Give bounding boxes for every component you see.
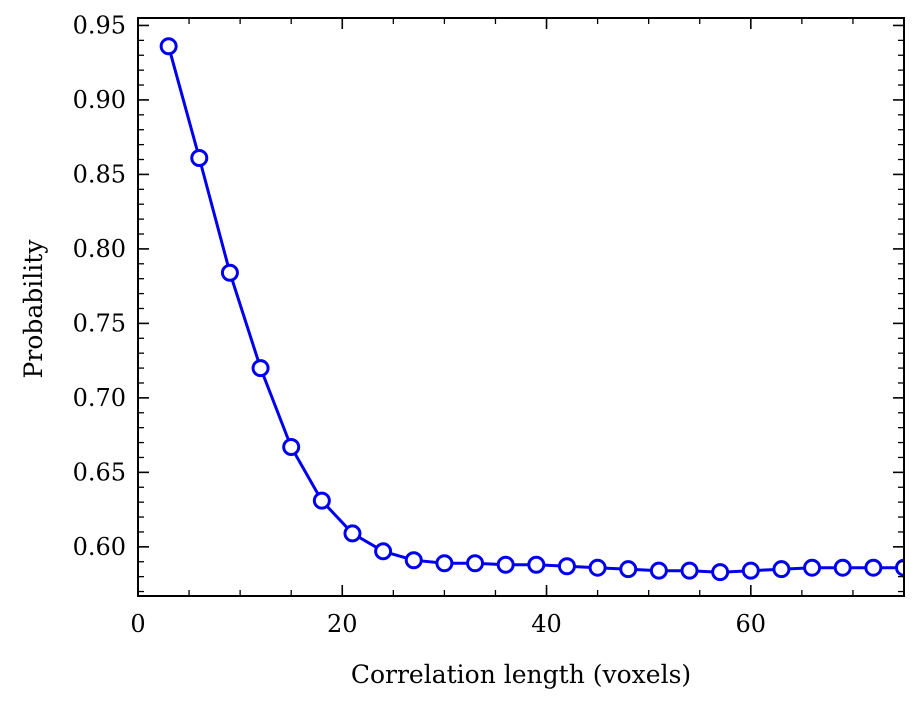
y-axis-label: Probability xyxy=(19,239,48,379)
data-point-marker xyxy=(772,560,791,579)
data-point-marker xyxy=(312,491,331,510)
plot-layer xyxy=(159,37,904,582)
data-point-marker xyxy=(895,558,904,577)
data-point-marker xyxy=(282,438,301,457)
data-series-group xyxy=(159,37,904,582)
y-tick-label: 0.70 xyxy=(73,384,126,412)
x-tick-label: 40 xyxy=(531,610,562,638)
data-point-marker xyxy=(159,37,178,56)
y-tick-label: 0.95 xyxy=(73,11,126,39)
y-tick-label: 0.65 xyxy=(73,458,126,486)
data-point-marker xyxy=(680,561,699,580)
data-point-marker xyxy=(220,263,239,282)
x-axis-label: Correlation length (voxels) xyxy=(351,660,691,689)
data-point-marker xyxy=(435,554,454,573)
data-point-marker xyxy=(190,149,209,168)
data-point-marker xyxy=(466,554,485,573)
data-point-marker xyxy=(711,563,730,582)
data-point-marker xyxy=(404,551,423,570)
y-tick-label: 0.80 xyxy=(73,235,126,263)
y-tick-label: 0.75 xyxy=(73,309,126,337)
data-point-marker xyxy=(251,359,270,378)
data-point-marker xyxy=(588,558,607,577)
data-point-marker xyxy=(649,561,668,580)
ticks-layer: 0 20 40 60 0.60 0.65 0.70 0.75 0.80 0.85 0.90 0.95 xyxy=(73,11,904,638)
data-point-marker xyxy=(343,524,362,543)
series-line xyxy=(167,45,904,574)
data-point-marker xyxy=(803,558,822,577)
data-point-marker xyxy=(619,560,638,579)
x-tick-label: 0 xyxy=(130,610,145,638)
x-tick-label: 60 xyxy=(736,610,767,638)
data-point-marker xyxy=(496,555,515,574)
y-tick-label: 0.60 xyxy=(73,533,126,561)
y-tick-label: 0.90 xyxy=(73,86,126,114)
data-point-marker xyxy=(741,561,760,580)
data-point-marker xyxy=(864,558,883,577)
data-point-marker xyxy=(527,555,546,574)
y-tick-label: 0.85 xyxy=(73,160,126,188)
data-point-marker xyxy=(557,557,576,576)
x-tick-label: 20 xyxy=(327,610,358,638)
data-point-marker xyxy=(374,542,393,561)
data-point-marker xyxy=(833,558,852,577)
plot-frame xyxy=(137,17,905,597)
